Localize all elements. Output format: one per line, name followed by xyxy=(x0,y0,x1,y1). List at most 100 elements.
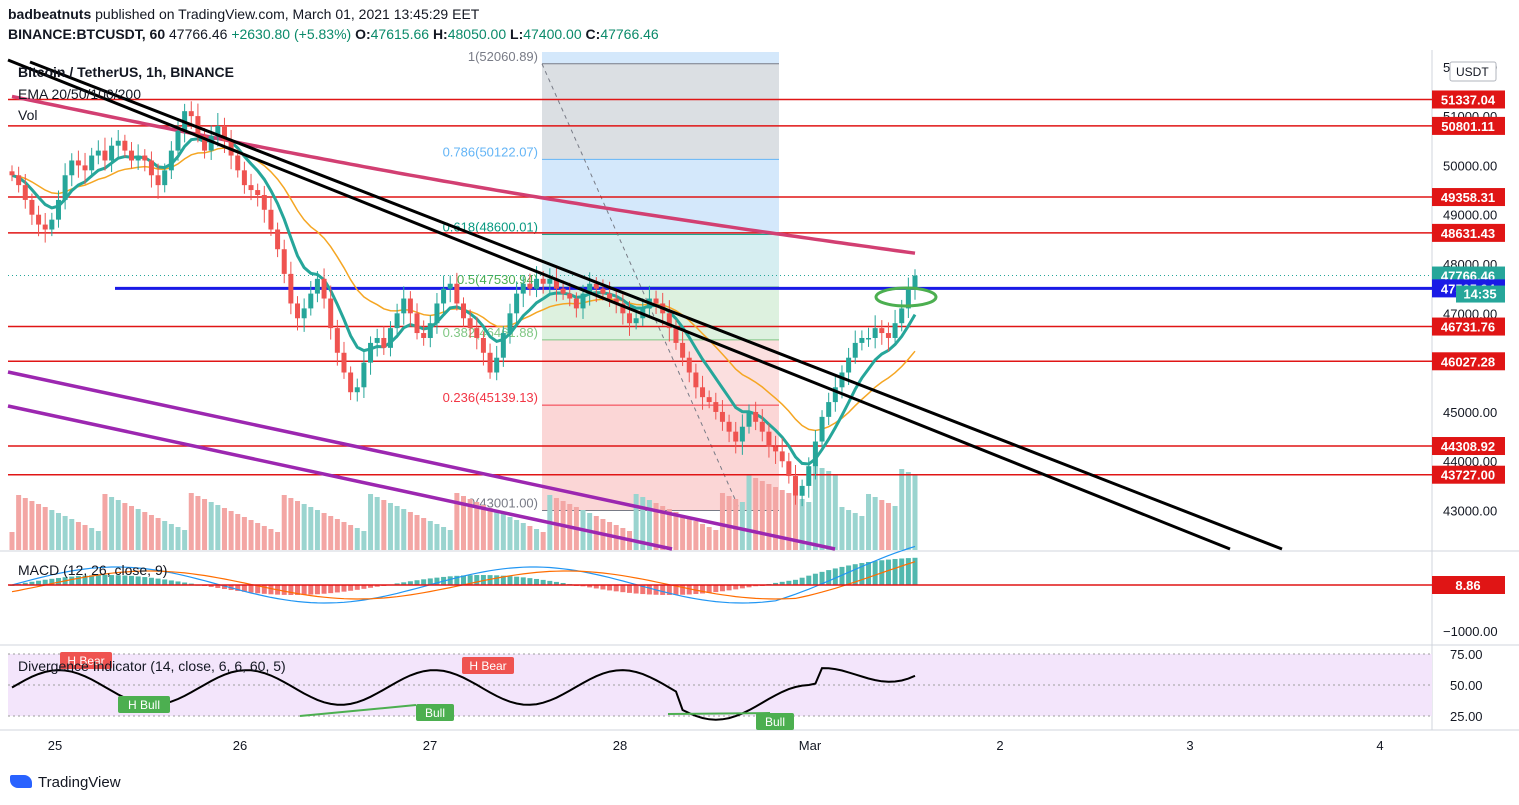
macd-histogram-bar xyxy=(142,577,148,585)
volume-bar xyxy=(474,502,480,550)
macd-histogram-bar xyxy=(899,558,905,585)
macd-histogram-bar xyxy=(514,576,520,585)
volume-bar xyxy=(812,465,818,550)
volume-bar xyxy=(314,510,320,550)
open-label: O: xyxy=(355,26,371,42)
candle-body xyxy=(693,372,699,388)
candle-body xyxy=(401,298,407,314)
volume-bar xyxy=(168,524,174,550)
candle-body xyxy=(653,298,659,304)
price-label-box xyxy=(1432,188,1505,207)
candle-body xyxy=(719,411,725,422)
candle-body xyxy=(175,130,181,151)
last-price: 47766.46 xyxy=(169,26,228,42)
candle-body xyxy=(779,451,785,462)
candle-body xyxy=(36,214,42,225)
macd-histogram-bar xyxy=(454,575,460,585)
macd-histogram-bar xyxy=(540,579,546,585)
macd-histogram-bar xyxy=(348,585,354,591)
candle-body xyxy=(620,303,626,314)
volume-bar xyxy=(852,513,858,550)
macd-histogram-bar xyxy=(799,577,805,585)
volume-bar xyxy=(215,505,221,550)
macd-histogram-bar xyxy=(726,585,732,591)
price-label-text: 44308.92 xyxy=(1441,439,1495,454)
candle-body xyxy=(759,421,765,432)
candle-body xyxy=(467,318,473,329)
volume-bar xyxy=(42,507,48,550)
macd-histogram-bar xyxy=(812,573,818,585)
candle-body xyxy=(461,303,466,319)
macd-histogram-bar xyxy=(846,565,852,585)
volume-bar xyxy=(255,523,261,550)
macd-histogram-bar xyxy=(620,585,626,593)
y-tick-label: 49000.00 xyxy=(1443,208,1497,223)
volume-bar xyxy=(142,512,148,550)
volume-bar xyxy=(746,475,752,550)
macd-histogram-bar xyxy=(69,576,75,585)
low-label: L: xyxy=(510,26,524,42)
volume-bar xyxy=(792,496,798,550)
volume-bar xyxy=(866,494,872,550)
volume-bar xyxy=(806,502,812,550)
candle-body xyxy=(547,278,553,284)
fib-label: 1(52060.89) xyxy=(468,49,538,64)
volume-bar xyxy=(726,496,732,550)
volume-bar xyxy=(29,501,35,550)
x-tick-label: 4 xyxy=(1376,738,1383,753)
macd-legend: MACD (12, 26, close, 9) xyxy=(18,562,168,578)
macd-histogram-bar xyxy=(407,581,413,585)
macd-histogram-bar xyxy=(447,576,453,585)
macd-histogram-bar xyxy=(42,579,48,585)
macd-histogram-bar xyxy=(560,582,566,585)
macd-histogram-bar xyxy=(49,578,55,585)
macd-histogram-bar xyxy=(719,585,725,592)
channel-line-lower xyxy=(29,60,1283,551)
candle-body xyxy=(686,357,692,373)
volume-bar xyxy=(773,487,779,550)
volume-bar xyxy=(633,494,639,550)
macd-y-tick: −1000.00 xyxy=(1443,624,1498,639)
volume-bar xyxy=(55,513,61,550)
macd-histogram-bar xyxy=(819,571,825,585)
candle-body xyxy=(514,293,520,314)
macd-histogram-bar xyxy=(733,585,739,590)
macd-histogram-bar xyxy=(301,585,307,595)
macd-histogram-bar xyxy=(235,585,241,591)
divergence-tag-text: Bull xyxy=(765,715,785,729)
macd-histogram-bar xyxy=(341,585,347,592)
volume-bar xyxy=(381,500,387,550)
candle-body xyxy=(447,283,453,289)
macd-histogram-bar xyxy=(241,585,247,592)
divergence-tag xyxy=(60,652,112,669)
candle-body xyxy=(115,140,121,146)
volume-bar xyxy=(16,495,22,550)
volume-bar xyxy=(441,527,447,550)
brand-text: TradingView xyxy=(38,774,121,791)
price-label-text: 46731.76 xyxy=(1441,320,1495,335)
candle-body xyxy=(188,111,194,117)
candle-body xyxy=(812,441,818,467)
macd-histogram-bar xyxy=(427,578,433,585)
macd-histogram-bar xyxy=(633,585,639,594)
volume-bar xyxy=(122,503,128,550)
rsi-y-tick: 75.00 xyxy=(1450,647,1483,662)
volume-bar xyxy=(62,516,68,550)
candle-body xyxy=(912,275,918,289)
candle-body xyxy=(155,175,161,186)
fib-label: 0.786(50122.07) xyxy=(443,144,538,159)
macd-histogram-bar xyxy=(660,585,666,595)
macd-histogram-bar xyxy=(175,581,181,585)
price-label-box xyxy=(1432,223,1505,242)
macd-histogram-bar xyxy=(553,581,559,585)
divergence-tag-text: H Bull xyxy=(128,698,160,712)
macd-histogram-bar xyxy=(739,585,745,589)
volume-bar xyxy=(235,514,241,550)
candle-body xyxy=(567,293,573,299)
candle-body xyxy=(553,278,559,289)
candle-body xyxy=(626,313,632,324)
volume-bar xyxy=(261,526,267,550)
volume-bar xyxy=(846,510,852,550)
macd-histogram-bar xyxy=(295,585,301,595)
